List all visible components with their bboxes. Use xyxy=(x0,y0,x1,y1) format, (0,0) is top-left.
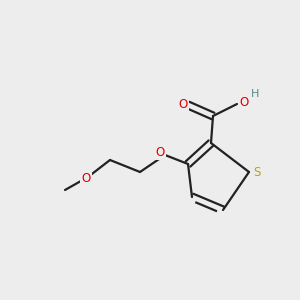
Text: H: H xyxy=(251,89,260,99)
Text: S: S xyxy=(253,166,261,178)
Text: O: O xyxy=(155,146,165,160)
Text: O: O xyxy=(81,172,91,185)
Text: O: O xyxy=(178,98,188,112)
Text: O: O xyxy=(239,95,248,109)
